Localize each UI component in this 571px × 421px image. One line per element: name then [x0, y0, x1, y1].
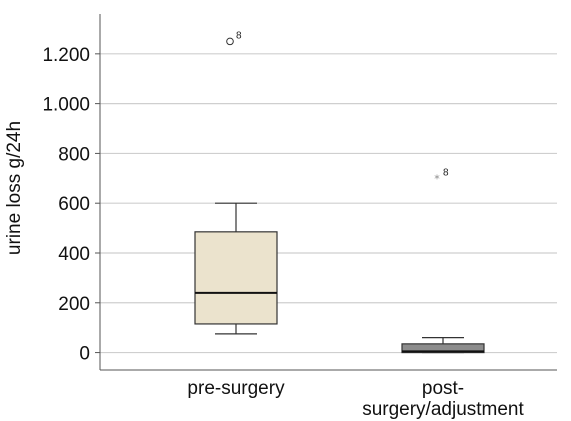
- x-tick-label-2: post-surgery/adjustment: [362, 378, 524, 420]
- boxes: *: [194, 37, 485, 354]
- y-tick-label-200: 200: [58, 294, 90, 315]
- y-tick-label-1000: 1.000: [42, 95, 90, 116]
- y-tick-label-0: 0: [79, 344, 90, 365]
- box-2-body: [401, 343, 485, 354]
- box-1-outlier-label-1: 8: [236, 30, 242, 41]
- y-tick-label-1200: 1.200: [42, 45, 90, 66]
- y-tick-label-800: 800: [58, 144, 90, 165]
- y-axis-title: urine loss g/24h: [4, 121, 25, 255]
- box-1-body: [194, 231, 278, 325]
- labels: urine loss g/24h 0 200 400 600 800 1.000 1.200…: [4, 30, 525, 420]
- y-tick-label-400: 400: [58, 244, 90, 265]
- box-1-outlier-1: [226, 37, 234, 46]
- gridlines: [100, 53, 557, 354]
- x-tick-label-2-line-1: post-: [422, 378, 464, 399]
- x-tick-label-1-line-1: pre-surgery: [187, 378, 285, 399]
- x-tick-label-2-line-2: surgery/adjustment: [362, 399, 524, 420]
- box-2-outlier-label-1: 8: [443, 167, 449, 178]
- box-2-outlier-1: *: [434, 172, 440, 185]
- axes: [95, 14, 557, 371]
- x-tick-label-1: pre-surgery: [187, 378, 285, 399]
- y-tick-label-600: 600: [58, 194, 90, 215]
